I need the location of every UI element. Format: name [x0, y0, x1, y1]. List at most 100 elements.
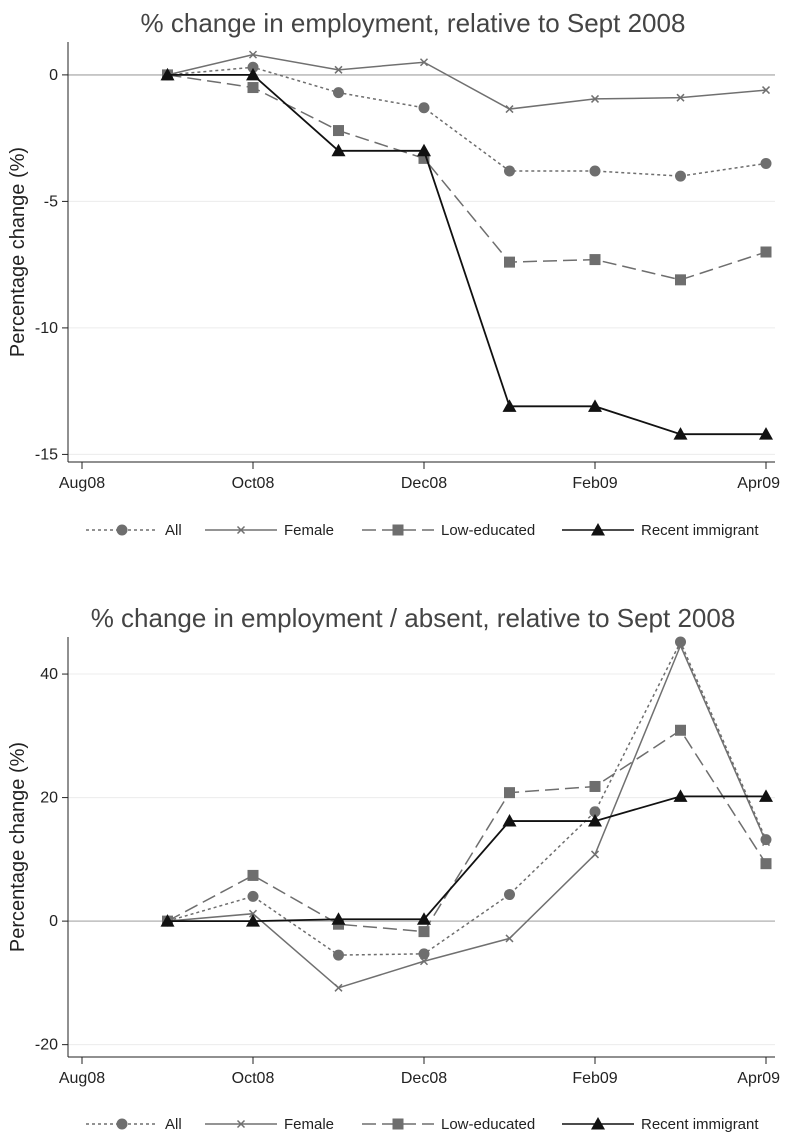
series-line — [167, 640, 767, 956]
data-point — [247, 61, 259, 73]
data-point — [246, 67, 260, 81]
data-point — [673, 789, 688, 802]
legend-item: Female — [205, 522, 334, 539]
data-point — [417, 912, 431, 925]
series-line — [167, 53, 767, 110]
legend-label: Recent immigrant — [641, 1116, 759, 1133]
legend-item: All — [86, 522, 182, 539]
legend-marker — [591, 1117, 605, 1130]
data-point — [588, 814, 602, 827]
data-point — [331, 912, 346, 925]
data-point — [675, 170, 686, 182]
y-axis-title: Percentage change (%) — [7, 147, 29, 357]
data-point — [331, 143, 346, 157]
chart-title: % change in employment, relative to Sept… — [141, 8, 686, 38]
data-point — [504, 889, 515, 901]
legend-marker — [392, 1118, 404, 1130]
legend-marker — [236, 525, 246, 535]
data-point — [761, 86, 771, 95]
legend-item: Recent immigrant — [562, 1116, 759, 1133]
data-point — [248, 909, 258, 918]
legend-label: Low-educated — [441, 1116, 535, 1133]
data-point — [759, 427, 773, 440]
data-point — [505, 105, 514, 114]
y-axis-title: Percentage change (%) — [7, 742, 29, 952]
data-point — [759, 789, 773, 802]
data-point — [246, 914, 260, 927]
data-point — [419, 957, 429, 966]
y-tick-label: -15 — [35, 446, 58, 463]
y-tick-label: 0 — [49, 913, 58, 930]
data-point — [504, 165, 515, 177]
legend-label: All — [165, 1116, 182, 1133]
data-point — [504, 256, 515, 268]
legend-item: Recent immigrant — [562, 522, 759, 539]
x-tick-label: Aug08 — [59, 475, 105, 492]
data-point — [502, 814, 517, 827]
y-tick-label: -20 — [35, 1037, 58, 1054]
data-point — [589, 806, 601, 818]
legend-item: Female — [205, 1116, 334, 1133]
legend-label: All — [165, 522, 182, 539]
data-point — [333, 125, 344, 137]
series-line — [167, 729, 767, 933]
data-point — [505, 934, 514, 943]
data-point — [589, 780, 601, 792]
data-point — [589, 165, 601, 177]
legend-label: Low-educated — [441, 522, 535, 539]
data-point — [760, 858, 772, 870]
chart-panel-2: % change in employment / absent, relativ… — [7, 603, 780, 1133]
chart-title: % change in employment / absent, relativ… — [91, 603, 736, 633]
legend-marker — [116, 524, 128, 536]
data-point — [504, 787, 515, 799]
data-point — [418, 948, 430, 960]
data-point — [590, 850, 600, 859]
x-tick-label: Feb09 — [572, 1070, 617, 1087]
x-tick-label: Oct08 — [232, 1070, 275, 1087]
y-tick-label: 40 — [40, 666, 58, 683]
data-point — [676, 641, 685, 650]
legend-label: Female — [284, 1116, 334, 1133]
legend: All Female Low-educated Recent immigrant — [86, 522, 759, 539]
legend-item: All — [86, 1116, 182, 1133]
data-point — [334, 65, 343, 74]
data-point — [248, 50, 258, 59]
y-tick-label: -5 — [44, 193, 58, 210]
data-point — [247, 869, 259, 881]
data-point — [675, 274, 686, 286]
data-point — [247, 890, 259, 902]
data-point — [160, 914, 175, 927]
y-tick-label: 20 — [40, 790, 58, 807]
legend: All Female Low-educated Recent immigrant — [86, 1116, 759, 1133]
data-point — [760, 834, 772, 846]
data-point — [676, 93, 685, 102]
y-tick-label: -10 — [35, 320, 58, 337]
legend-item: Low-educated — [362, 1116, 535, 1133]
legend-item: Low-educated — [362, 522, 535, 539]
data-point — [333, 949, 344, 961]
data-point — [589, 254, 601, 266]
series-line — [167, 74, 767, 281]
data-point — [419, 58, 429, 67]
legend-label: Female — [284, 522, 334, 539]
series-line — [167, 795, 766, 923]
data-point — [675, 636, 686, 648]
series-line — [167, 643, 767, 989]
data-point — [333, 87, 344, 99]
y-tick-label: 0 — [49, 67, 58, 84]
data-point — [247, 82, 259, 94]
x-tick-label: Apr09 — [737, 1070, 780, 1087]
data-point — [760, 157, 772, 169]
data-point — [760, 246, 772, 258]
data-point — [418, 102, 430, 114]
legend-marker — [236, 1119, 246, 1129]
data-point — [160, 67, 175, 81]
legend-label: Recent immigrant — [641, 522, 759, 539]
legend-marker — [591, 523, 605, 536]
series-female — [163, 50, 771, 114]
data-point — [588, 399, 602, 412]
data-point — [334, 983, 343, 992]
x-tick-label: Aug08 — [59, 1070, 105, 1087]
data-point — [675, 724, 686, 736]
x-tick-label: Apr09 — [737, 475, 780, 492]
